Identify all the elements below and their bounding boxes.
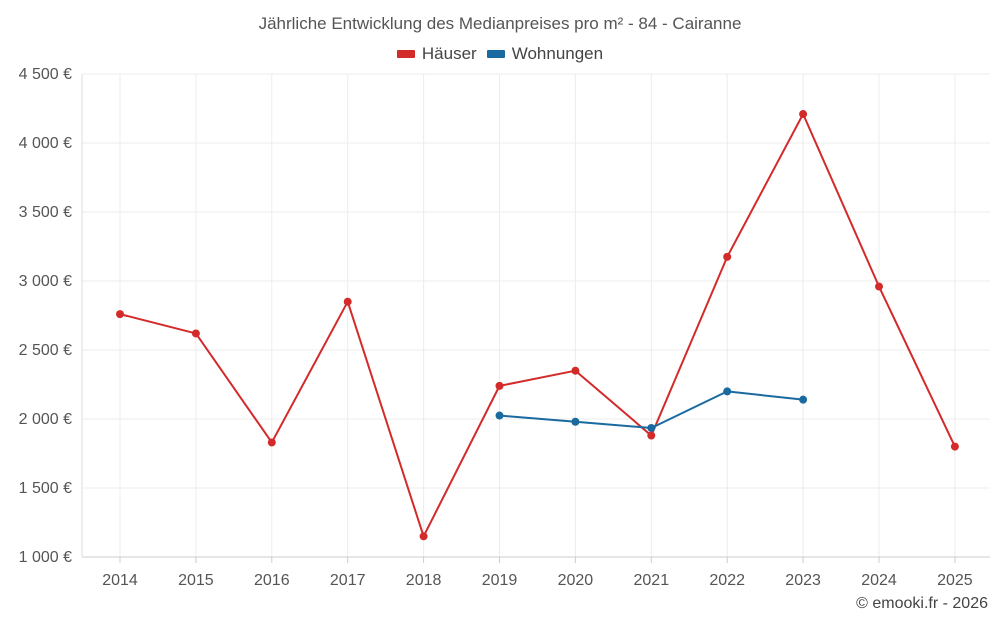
- data-point-wohnungen[interactable]: [571, 417, 580, 426]
- x-tick-label: 2016: [254, 572, 290, 589]
- data-point-haeuser[interactable]: [799, 110, 808, 119]
- y-tick-label: 1 500 €: [19, 480, 72, 497]
- legend-item-wohnungen[interactable]: Wohnungen: [486, 44, 604, 64]
- x-tick-label: 2023: [785, 572, 821, 589]
- legend-item-haeuser[interactable]: Häuser: [396, 44, 477, 64]
- y-tick-label: 1 000 €: [19, 549, 72, 566]
- data-point-wohnungen[interactable]: [647, 423, 656, 432]
- series-line-haeuser: [119, 113, 956, 538]
- x-tick-label: 2021: [634, 572, 670, 589]
- data-point-wohnungen[interactable]: [799, 395, 808, 404]
- data-point-haeuser[interactable]: [950, 442, 959, 451]
- x-tick-label: 2018: [406, 572, 442, 589]
- data-point-haeuser[interactable]: [419, 532, 428, 541]
- legend-swatch-haeuser: [396, 50, 415, 58]
- x-tick-label: 2015: [178, 572, 214, 589]
- y-tick-label: 2 000 €: [19, 411, 72, 428]
- x-tick-label: 2020: [558, 572, 594, 589]
- legend-swatch-wohnungen: [486, 50, 505, 58]
- data-point-wohnungen[interactable]: [495, 411, 504, 420]
- copyright-text: © emooki.fr - 2026: [856, 595, 988, 612]
- chart-title: Jährliche Entwicklung des Medianpreises …: [258, 14, 742, 33]
- data-point-haeuser[interactable]: [647, 431, 656, 440]
- data-point-haeuser[interactable]: [116, 310, 124, 319]
- legend-label-wohnungen: Wohnungen: [511, 44, 604, 63]
- x-tick-label: 2022: [709, 572, 745, 589]
- data-point-haeuser[interactable]: [191, 329, 200, 338]
- x-tick-label: 2017: [330, 572, 366, 589]
- y-tick-label: 2 500 €: [19, 342, 72, 359]
- y-tick-label: 3 000 €: [19, 273, 72, 290]
- y-tick-label: 4 500 €: [19, 66, 72, 83]
- data-point-haeuser[interactable]: [571, 366, 580, 375]
- data-point-haeuser[interactable]: [343, 297, 352, 306]
- data-point-wohnungen[interactable]: [723, 387, 732, 396]
- data-point-haeuser[interactable]: [495, 381, 504, 390]
- chart-legend: Häuser Wohnungen: [0, 44, 1000, 64]
- legend-label-haeuser: Häuser: [421, 44, 477, 63]
- x-tick-label: 2019: [482, 572, 518, 589]
- x-tick-label: 2025: [937, 572, 973, 589]
- x-tick-label: 2024: [861, 572, 897, 589]
- y-tick-label: 3 500 €: [19, 204, 72, 221]
- y-tick-label: 4 000 €: [19, 135, 72, 152]
- grid: [82, 73, 990, 557]
- axes: 4 500 € 4 000 € 3 500 € 3 000 € 2 500 € 2 000…: [19, 66, 990, 589]
- data-point-haeuser[interactable]: [875, 282, 883, 291]
- data-point-haeuser[interactable]: [723, 252, 732, 261]
- x-tick-label: 2014: [102, 572, 138, 589]
- data-point-haeuser[interactable]: [267, 438, 276, 447]
- series: [116, 110, 959, 541]
